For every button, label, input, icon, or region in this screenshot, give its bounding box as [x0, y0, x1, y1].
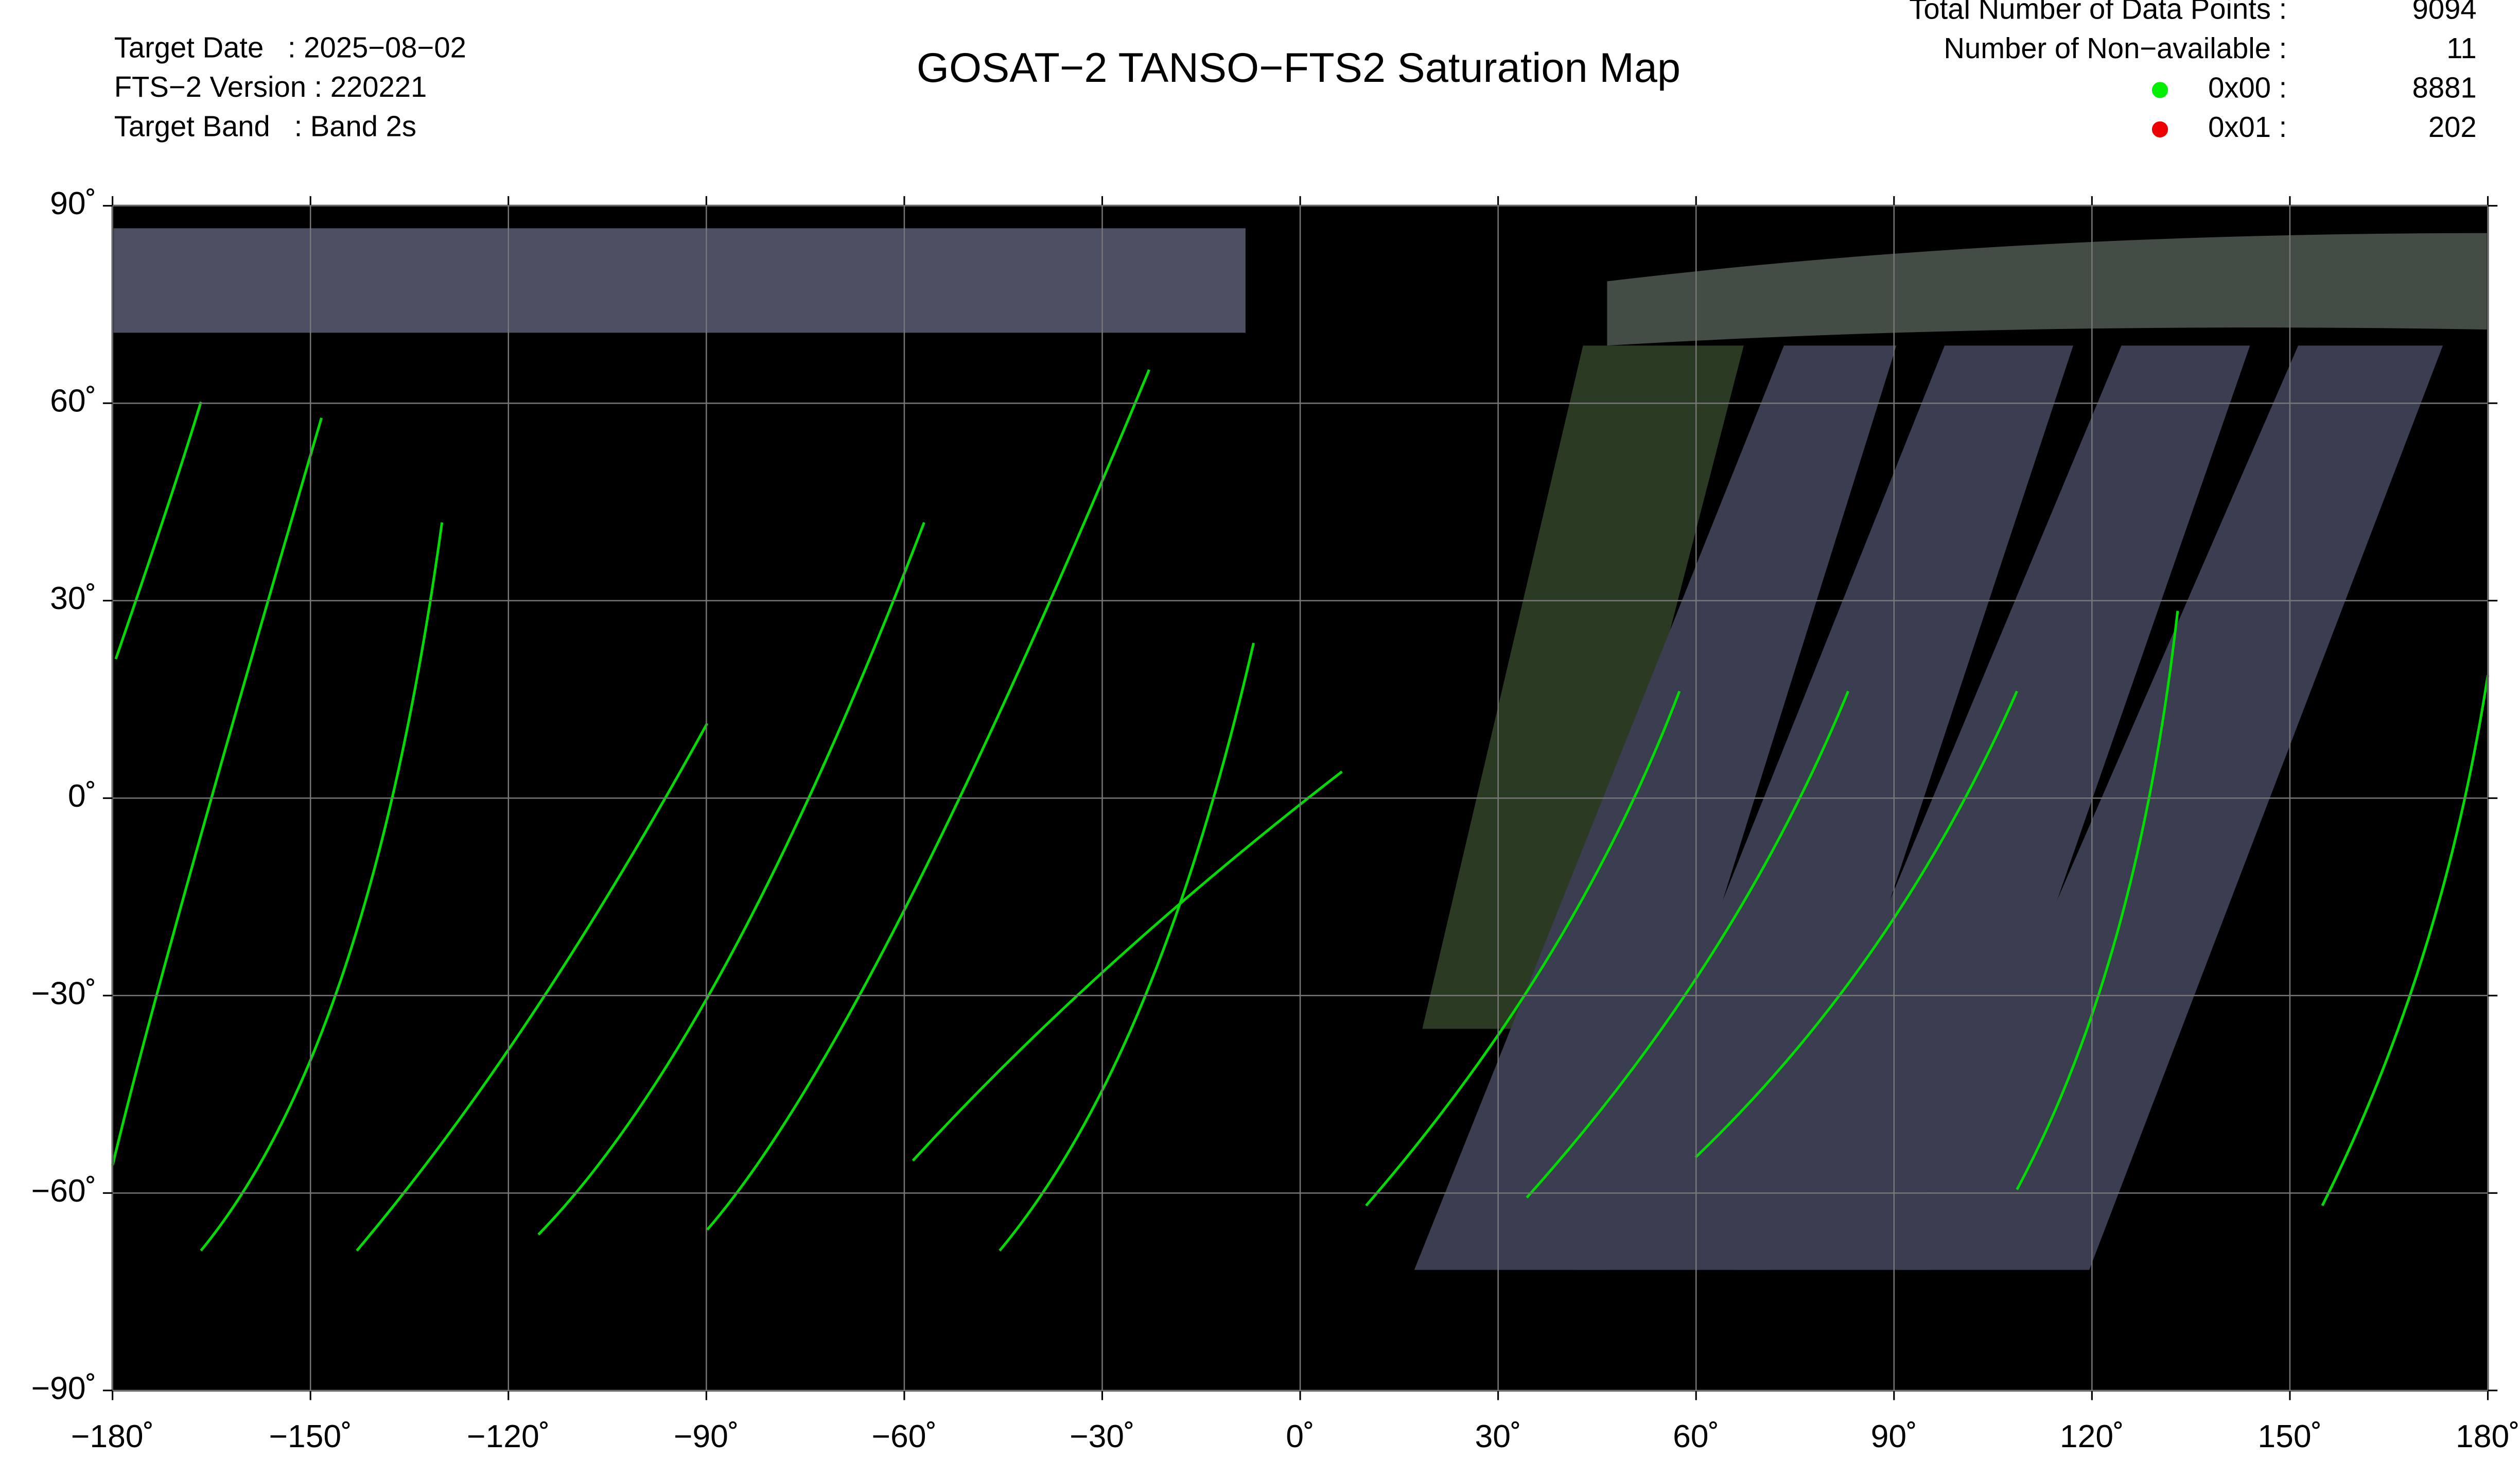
track	[2321, 675, 2489, 1206]
x-tick-label: −60˚	[872, 1418, 937, 1454]
map-title: GOSAT−2 TANSO−FTS2 Saturation Map	[917, 45, 1681, 91]
x-tick-label: −120˚	[467, 1418, 550, 1454]
x-tick-label: 180˚	[2456, 1418, 2520, 1454]
y-tick-label: −90˚	[31, 1370, 97, 1406]
stat-value: 9094	[2412, 0, 2477, 25]
track	[356, 722, 709, 1252]
swath	[1422, 345, 1744, 1029]
x-tick-label: 120˚	[2060, 1418, 2124, 1454]
x-tick-label: 150˚	[2257, 1418, 2322, 1454]
track	[1694, 690, 2018, 1158]
x-tick-label: 90˚	[1871, 1418, 1917, 1454]
swath	[1736, 345, 2250, 1270]
y-tick-label: 90˚	[50, 185, 96, 221]
stat-label: Total Number of Data Points :	[1909, 0, 2287, 25]
stat-value: 11	[2446, 32, 2476, 64]
track	[111, 418, 323, 1166]
legend-dot	[2151, 121, 2168, 137]
track	[200, 522, 444, 1252]
info-line: FTS−2 Version : 220221	[114, 71, 427, 103]
x-tick-label: 0˚	[1286, 1418, 1315, 1454]
y-tick-label: −60˚	[31, 1173, 97, 1209]
orbit-tracks	[111, 369, 2489, 1252]
swath	[1414, 345, 1897, 1270]
x-tick-label: −180˚	[71, 1418, 154, 1454]
swath	[1896, 345, 2443, 1270]
y-tick-label: −30˚	[31, 975, 97, 1011]
track	[706, 369, 1150, 1231]
x-tick-label: 60˚	[1673, 1418, 1719, 1454]
track	[1526, 690, 1850, 1199]
stat-label: 0x00 :	[2208, 72, 2287, 104]
track	[2016, 611, 2179, 1190]
info-line: Target Date : 2025−08−02	[114, 31, 466, 64]
track	[1365, 690, 1681, 1207]
x-tick-label: 30˚	[1475, 1418, 1521, 1454]
stat-value: 202	[2428, 111, 2477, 143]
x-tick-label: −150˚	[269, 1418, 352, 1454]
x-tick-label: −90˚	[674, 1418, 739, 1454]
track	[114, 401, 202, 659]
track	[912, 770, 1343, 1162]
swath	[112, 228, 1246, 333]
info-line: Target Band : Band 2s	[114, 110, 416, 143]
swath	[1607, 233, 2488, 346]
swaths	[112, 228, 2488, 1270]
stat-label: 0x01 :	[2208, 111, 2287, 143]
stat-value: 8881	[2412, 72, 2477, 104]
y-tick-label: 30˚	[50, 580, 96, 616]
stat-label: Number of Non−available :	[1944, 32, 2287, 64]
track	[537, 522, 925, 1236]
x-tick-label: −30˚	[1070, 1418, 1135, 1454]
track	[999, 643, 1255, 1252]
y-tick-label: 60˚	[50, 383, 96, 419]
y-tick-label: 0˚	[68, 778, 97, 814]
swath	[1574, 345, 2073, 1270]
legend-dot	[2151, 82, 2168, 98]
